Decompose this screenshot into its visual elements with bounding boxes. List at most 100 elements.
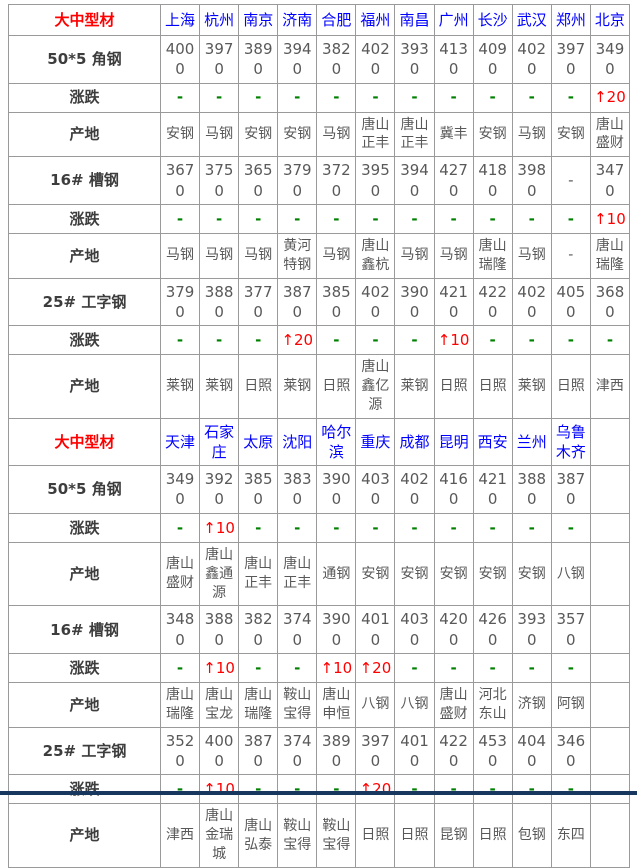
origin-cell: 安钢 [472, 541, 513, 607]
change-cell: - [511, 512, 552, 543]
change-cell: - [355, 512, 396, 543]
origin-cell: 唐山正丰 [277, 541, 318, 607]
change-cell: - [238, 774, 279, 805]
change-cell: - [394, 203, 435, 234]
change-cell: ↑20 [589, 82, 631, 113]
origin-cell: 日照 [394, 803, 435, 868]
change-cell: - [550, 774, 591, 805]
price-cell: 3670 [159, 156, 201, 205]
price-cell [589, 726, 631, 776]
origin-row: 产地 安钢 马钢 安钢 安钢 马钢 唐山正丰 唐山正丰 冀丰 安钢 马钢 安钢 唐山盛财 [8, 111, 631, 158]
change-cell: - [238, 82, 279, 113]
price-cell: 3720 [316, 156, 357, 205]
city-header-cell: 广州 [433, 4, 474, 36]
row-label-cell: 产地 [8, 354, 161, 419]
price-cell: 3470 [589, 156, 631, 205]
section-label-cell: 大中型材 [8, 417, 161, 467]
origin-cell: 马钢 [316, 111, 357, 158]
price-cell: 3680 [589, 277, 631, 327]
row-label-cell: 25# 工字钢 [8, 726, 161, 776]
row-label-cell: 16# 槽钢 [8, 156, 161, 205]
row-label-cell: 产地 [8, 681, 161, 728]
origin-cell: 唐山盛财 [589, 111, 631, 158]
origin-cell: 安钢 [159, 111, 201, 158]
price-cell: 4050 [550, 277, 591, 327]
price-cell: 3900 [316, 465, 357, 514]
price-cell: 3740 [277, 726, 318, 776]
change-cell: - [433, 203, 474, 234]
price-cell: 3890 [238, 35, 279, 84]
origin-cell: 唐山鑫通源 [199, 541, 240, 607]
origin-cell: 济钢 [511, 681, 552, 728]
change-cell: - [277, 652, 318, 683]
city-header-cell: 天津 [159, 417, 201, 467]
price-cell: 3570 [550, 605, 591, 654]
change-cell: - [394, 82, 435, 113]
origin-cell: 马钢 [238, 232, 279, 279]
change-cell: - [433, 82, 474, 113]
origin-row: 产地 马钢 马钢 马钢 黄河特钢 马钢 唐山鑫杭 马钢 马钢 唐山瑞隆 马钢 - 唐山瑞隆 [8, 232, 631, 279]
change-cell: - [511, 325, 552, 356]
price-cell: 3820 [238, 605, 279, 654]
price-cell: 4040 [511, 726, 552, 776]
price-cell: 3880 [199, 605, 240, 654]
change-cell: - [472, 774, 513, 805]
price-cell: 4030 [355, 465, 396, 514]
origin-cell: 日照 [238, 354, 279, 419]
origin-cell: 唐山鑫杭 [355, 232, 396, 279]
price-cell: 4010 [394, 726, 435, 776]
origin-cell: 安钢 [238, 111, 279, 158]
change-cell: - [238, 512, 279, 543]
change-cell: - [472, 82, 513, 113]
row-label-cell: 50*5 角钢 [8, 465, 161, 514]
price-cell: 3490 [159, 465, 201, 514]
origin-cell: 八钢 [355, 681, 396, 728]
section-header-row: 大中型材 上海 杭州 南京 济南 合肥 福州 南昌 广州 长沙 武汉 郑州 北京 [8, 4, 631, 36]
change-cell: - [511, 652, 552, 683]
price-row: 50*5 角钢 3490 3920 3850 3830 3900 4030 4020 4160 4… [8, 465, 631, 514]
change-row: 涨跌 - ↑10- - - - - - - - - [8, 512, 631, 543]
price-cell: 4260 [472, 605, 513, 654]
origin-cell: 莱钢 [199, 354, 240, 419]
change-cell: - [159, 203, 201, 234]
origin-cell: 唐山瑞隆 [472, 232, 513, 279]
change-cell: - [511, 203, 552, 234]
price-row: 25# 工字钢 3790 3880 3770 3870 3850 4020 3900 4210 4… [8, 277, 631, 327]
change-cell: - [277, 774, 318, 805]
change-cell: - [238, 203, 279, 234]
section-label-cell: 大中型材 [8, 4, 161, 36]
origin-cell: 莱钢 [394, 354, 435, 419]
price-cell: 3870 [277, 277, 318, 327]
price-cell: 3770 [238, 277, 279, 327]
row-label-cell: 涨跌 [8, 325, 161, 356]
steel-price-table: 大中型材 上海 杭州 南京 济南 合肥 福州 南昌 广州 长沙 武汉 郑州 北京 50*5 角钢 4000 3… [8, 4, 631, 868]
price-cell: 4220 [472, 277, 513, 327]
price-cell: 3820 [316, 35, 357, 84]
price-cell: 4020 [355, 35, 396, 84]
city-header-cell: 兰州 [511, 417, 552, 467]
origin-cell: 唐山金瑞城 [199, 803, 240, 868]
origin-cell: 冀丰 [433, 111, 474, 158]
origin-cell: 八钢 [394, 681, 435, 728]
origin-row: 产地 唐山盛财 唐山鑫通源 唐山正丰 唐山正丰 通钢 安钢 安钢 安钢 安钢 安钢 八钢 [8, 541, 631, 607]
change-cell: - [159, 652, 201, 683]
origin-row: 产地 唐山瑞隆 唐山宝龙 唐山瑞隆 鞍山宝得 唐山申恒 八钢 八钢 唐山盛财 河北东山 济钢 阿钢 [8, 681, 631, 728]
price-cell: 4090 [472, 35, 513, 84]
change-row: 涨跌 - ↑10- - - ↑20- - - - - [8, 774, 631, 805]
price-cell: 4210 [472, 465, 513, 514]
change-cell: - [550, 325, 591, 356]
change-cell: - [159, 82, 201, 113]
price-cell: 4130 [433, 35, 474, 84]
change-cell: - [355, 203, 396, 234]
price-cell: - [550, 156, 591, 205]
price-cell: 4180 [472, 156, 513, 205]
change-cell: - [159, 774, 201, 805]
row-label-cell: 涨跌 [8, 512, 161, 543]
origin-cell: 唐山鑫亿源 [355, 354, 396, 419]
origin-cell: 包钢 [511, 803, 552, 868]
change-cell: - [159, 325, 201, 356]
price-cell: 3900 [394, 277, 435, 327]
price-cell: 3850 [238, 465, 279, 514]
price-cell: 3940 [394, 156, 435, 205]
